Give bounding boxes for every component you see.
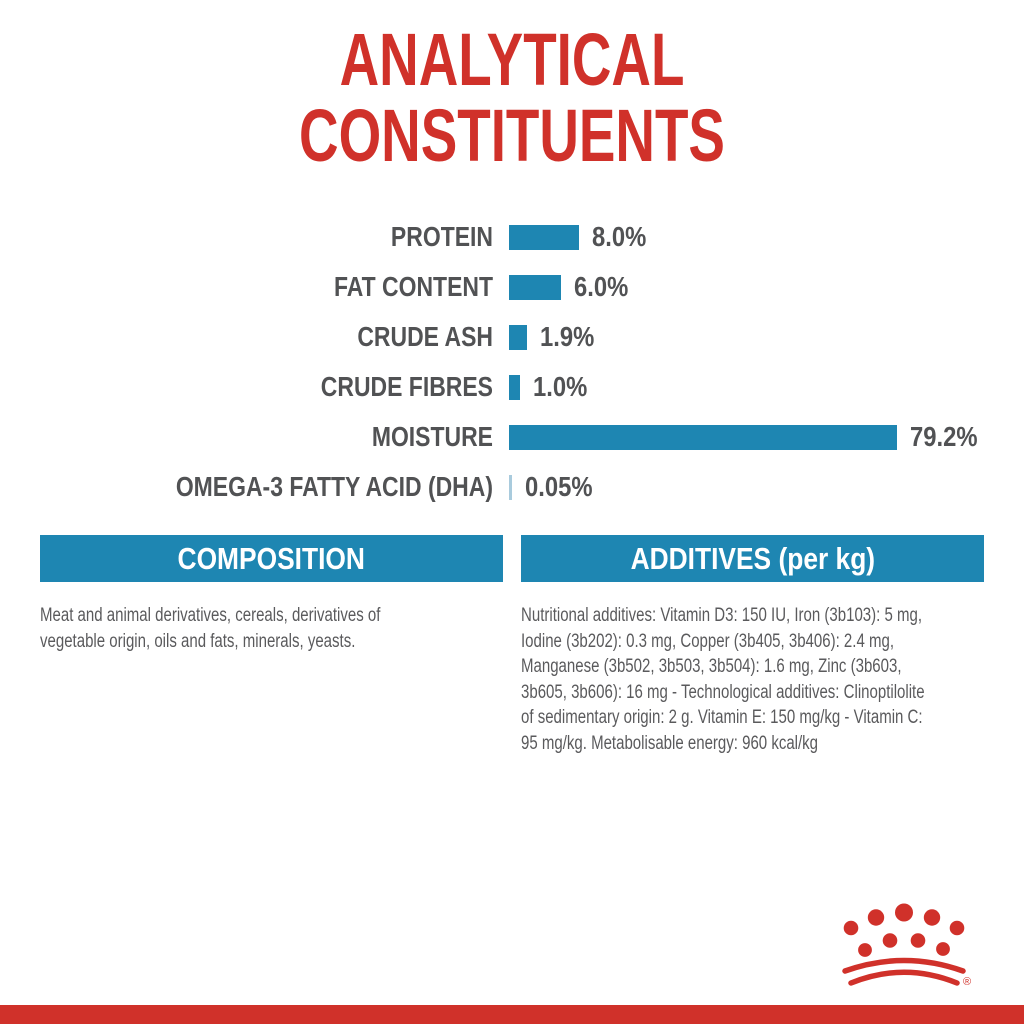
chart-row: OMEGA-3 FATTY ACID (DHA) 0.05% (0, 462, 1024, 512)
additives-section: ADDITIVES (per kg) Nutritional additives… (521, 535, 984, 756)
chart-row-label: FAT CONTENT (333, 271, 493, 302)
analytical-title-line2: CONSTITUENTS (299, 94, 725, 177)
chart-row: CRUDE FIBRES 1.0% (0, 362, 1024, 412)
composition-body: Meat and animal derivatives, cereals, de… (40, 605, 381, 652)
chart-row-label: MOISTURE (371, 421, 493, 452)
chart-bar (509, 374, 520, 400)
chart-row: FAT CONTENT 6.0% (0, 262, 1024, 312)
chart-row-value: 1.9% (540, 321, 595, 352)
registered-mark: ® (963, 976, 971, 988)
chart-row: PROTEIN 8.0% (0, 212, 1024, 262)
analytical-chart: PROTEIN 8.0% FAT CONTENT 6.0% CRUDE ASH 1.9% C… (0, 212, 1024, 512)
chart-row: MOISTURE 79.2% (0, 412, 1024, 462)
analytical-title-line1: ANALYTICAL (339, 18, 685, 101)
footer-red-bar (0, 1005, 1024, 1024)
chart-row-label: CRUDE ASH (357, 321, 493, 352)
additives-body: Nutritional additives: Vitamin D3: 150 I… (521, 605, 925, 754)
chart-row-label: OMEGA-3 FATTY ACID (DHA) (175, 471, 494, 502)
additives-header-label: ADDITIVES (per kg) (630, 540, 875, 576)
chart-bar (509, 224, 579, 250)
chart-row: CRUDE ASH 1.9% (0, 312, 1024, 362)
chart-row-label: CRUDE FIBRES (320, 371, 493, 402)
chart-row-value: 0.05% (525, 471, 593, 502)
composition-header: COMPOSITION (40, 535, 503, 582)
chart-row-value: 6.0% (574, 271, 629, 302)
chart-bar (509, 324, 527, 350)
chart-row-label: PROTEIN (390, 221, 493, 252)
chart-bar (509, 274, 561, 300)
royal-canin-crown-icon: ® (842, 903, 971, 988)
composition-header-label: COMPOSITION (177, 540, 366, 576)
chart-row-value: 1.0% (533, 371, 588, 402)
chart-bar (509, 424, 897, 450)
analytical-title: ANALYTICAL CONSTITUENTS (0, 22, 1024, 174)
chart-row-value: 8.0% (592, 221, 647, 252)
chart-row-value: 79.2% (910, 421, 978, 452)
composition-section: COMPOSITION Meat and animal derivatives,… (40, 535, 503, 654)
chart-bar (509, 474, 512, 500)
additives-header: ADDITIVES (per kg) (521, 535, 984, 582)
